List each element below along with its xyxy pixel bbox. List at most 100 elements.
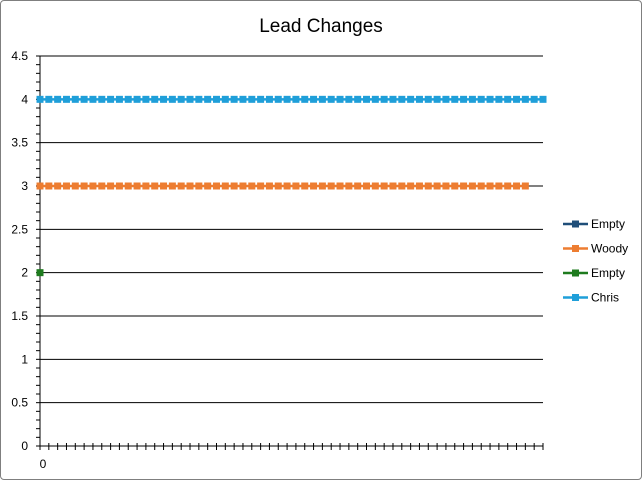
legend-label: Empty xyxy=(591,217,625,231)
data-point xyxy=(371,95,379,103)
data-point xyxy=(318,182,326,190)
data-point xyxy=(124,95,132,103)
data-point xyxy=(71,95,79,103)
data-point xyxy=(301,182,309,190)
data-point xyxy=(292,95,300,103)
x-tick-label: 0 xyxy=(40,457,47,471)
data-point xyxy=(168,95,176,103)
data-point xyxy=(354,182,362,190)
data-point xyxy=(195,182,203,190)
data-point xyxy=(133,95,141,103)
data-point xyxy=(398,182,406,190)
data-point xyxy=(486,182,494,190)
data-point xyxy=(460,182,468,190)
y-tick-label: 0.5 xyxy=(11,396,28,410)
data-point xyxy=(212,95,220,103)
legend-swatch-marker xyxy=(572,269,579,277)
data-point xyxy=(530,95,538,103)
data-point xyxy=(513,182,521,190)
data-point xyxy=(142,95,150,103)
data-point xyxy=(433,95,441,103)
data-point xyxy=(54,182,62,190)
data-point xyxy=(80,95,88,103)
data-point xyxy=(504,95,512,103)
data-point xyxy=(424,182,432,190)
data-point xyxy=(415,182,423,190)
y-tick-label: 3 xyxy=(21,179,28,193)
gridlines xyxy=(40,55,543,404)
y-tick-label: 0 xyxy=(21,439,28,453)
data-point xyxy=(71,182,79,190)
data-point xyxy=(380,182,388,190)
data-point xyxy=(204,95,212,103)
data-point xyxy=(45,182,53,190)
data-point xyxy=(239,95,247,103)
data-point xyxy=(301,95,309,103)
data-point xyxy=(257,95,265,103)
data-point xyxy=(336,95,344,103)
data-point xyxy=(468,182,476,190)
data-point xyxy=(133,182,141,190)
data-point xyxy=(221,95,229,103)
data-point xyxy=(292,182,300,190)
y-tick-label: 3.5 xyxy=(11,136,28,150)
data-point xyxy=(513,95,521,103)
data-point xyxy=(477,182,485,190)
data-point xyxy=(248,95,256,103)
data-point xyxy=(45,95,53,103)
chart-title: Lead Changes xyxy=(259,16,383,37)
data-point xyxy=(115,95,123,103)
data-point xyxy=(318,95,326,103)
data-point xyxy=(354,95,362,103)
data-point xyxy=(177,182,185,190)
data-point xyxy=(424,95,432,103)
data-point xyxy=(521,95,529,103)
data-point xyxy=(495,182,503,190)
y-tick-label: 2.5 xyxy=(11,222,28,236)
data-point xyxy=(433,182,441,190)
data-point xyxy=(460,95,468,103)
data-point xyxy=(195,95,203,103)
data-point xyxy=(389,182,397,190)
data-point xyxy=(239,182,247,190)
data-point xyxy=(221,182,229,190)
data-point xyxy=(151,95,159,103)
data-point xyxy=(468,95,476,103)
data-point xyxy=(186,95,194,103)
data-point xyxy=(451,95,459,103)
legend-swatch-marker xyxy=(572,220,579,228)
data-point xyxy=(363,95,371,103)
data-point xyxy=(142,182,150,190)
data-point xyxy=(477,95,485,103)
legend-label: Empty xyxy=(591,266,625,280)
legend-swatch-marker xyxy=(572,245,579,252)
data-point xyxy=(265,95,273,103)
data-point xyxy=(177,95,185,103)
y-tick-label: 1.5 xyxy=(11,309,28,323)
data-point xyxy=(54,95,62,103)
data-point xyxy=(274,182,282,190)
data-point xyxy=(442,182,450,190)
data-point xyxy=(539,95,547,103)
data-point xyxy=(62,182,70,190)
data-point xyxy=(98,182,106,190)
data-point xyxy=(36,269,44,277)
data-point xyxy=(80,182,88,190)
data-point xyxy=(327,182,335,190)
data-point xyxy=(310,95,318,103)
data-point xyxy=(89,95,97,103)
data-point xyxy=(230,182,238,190)
data-point xyxy=(265,182,273,190)
data-point xyxy=(107,182,115,190)
data-point xyxy=(248,182,256,190)
data-point xyxy=(345,95,353,103)
data-point xyxy=(283,95,291,103)
data-point xyxy=(363,182,371,190)
y-tick-label: 4 xyxy=(21,92,28,106)
data-point xyxy=(371,182,379,190)
data-point xyxy=(283,182,291,190)
data-point xyxy=(504,182,512,190)
data-point xyxy=(407,95,415,103)
